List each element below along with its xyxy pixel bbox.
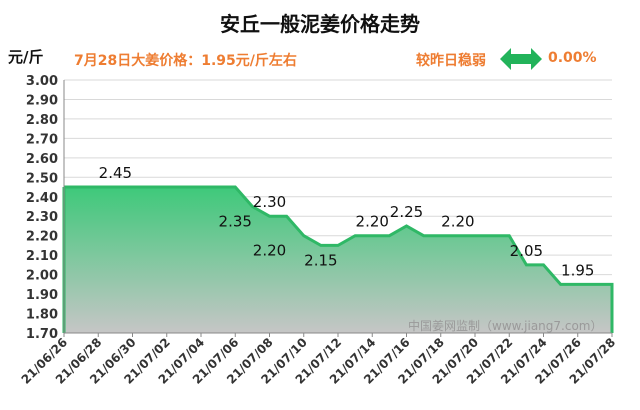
y-tick-label: 2.70 — [26, 132, 58, 147]
price-note: 7月28日大姜价格：1.95元/斤左右 — [74, 53, 297, 69]
y-tick-label: 3.00 — [26, 74, 58, 89]
data-label: 2.20 — [253, 242, 286, 260]
data-label: 2.20 — [356, 213, 389, 231]
y-unit-label: 元/斤 — [8, 48, 44, 66]
y-tick-label: 2.60 — [26, 152, 58, 167]
y-tick-label: 2.20 — [26, 230, 58, 245]
data-label: 1.95 — [561, 261, 594, 279]
data-label: 2.25 — [390, 203, 423, 221]
y-tick-label: 2.80 — [26, 113, 58, 128]
y-tick-label: 2.90 — [26, 93, 58, 108]
y-tick-label: 2.50 — [26, 171, 58, 186]
data-label: 2.05 — [510, 242, 543, 260]
chart-title: 安丘一般泥姜价格走势 — [220, 12, 420, 36]
data-label: 2.35 — [219, 213, 252, 231]
y-tick-label: 1.70 — [26, 327, 58, 342]
y-tick-label: 1.80 — [26, 308, 58, 323]
data-label: 2.30 — [253, 193, 286, 211]
y-tick-label: 2.00 — [26, 269, 58, 284]
price-line — [64, 185, 614, 333]
change-percent: 0.00% — [548, 50, 597, 66]
data-label: 2.45 — [99, 164, 132, 182]
compare-label: 较昨日稳弱 — [416, 53, 486, 69]
data-label: 2.15 — [304, 251, 337, 269]
price-area — [64, 187, 612, 333]
y-tick-label: 2.10 — [26, 249, 58, 264]
data-label: 2.20 — [441, 213, 474, 231]
watermark: 中国姜网监制（www.jiang7.com） — [408, 319, 603, 333]
y-tick-label: 2.40 — [26, 191, 58, 206]
y-tick-label: 1.90 — [26, 288, 58, 303]
y-tick-label: 2.30 — [26, 210, 58, 225]
double-arrow-icon — [500, 48, 542, 70]
